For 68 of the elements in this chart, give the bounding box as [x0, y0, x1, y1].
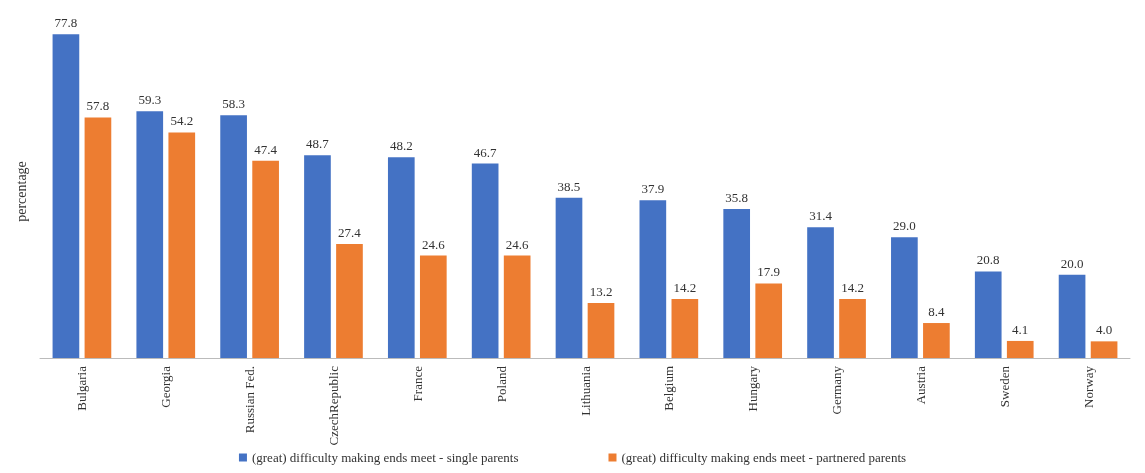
x-tick-label: Sweden [996, 365, 1012, 408]
x-tick-label: Norway [1080, 365, 1096, 408]
bar [419, 255, 447, 358]
data-label: 48.7 [306, 136, 330, 152]
bar [168, 132, 196, 358]
data-label: 13.2 [589, 284, 613, 300]
bar [1058, 274, 1086, 358]
x-tick-label: CzechRepublic [325, 365, 341, 446]
legend-label: (great) difficulty making ends meet - partnered parents [621, 450, 907, 465]
bar [923, 323, 950, 358]
legend-label: (great) difficulty making ends meet - single parents [251, 450, 519, 465]
x-tick-label: Bulgaria [74, 365, 90, 411]
data-label: 29.0 [893, 218, 916, 234]
bar [587, 303, 615, 358]
data-label: 48.2 [389, 138, 413, 154]
x-tick-label: Germany [829, 365, 845, 415]
bar [1090, 341, 1118, 358]
bar [387, 157, 415, 358]
x-tick-label: Austria [912, 365, 928, 405]
bar [503, 255, 531, 358]
bar [336, 243, 363, 358]
data-label: 14.2 [673, 279, 697, 295]
y-axis-title: percentage [13, 161, 29, 222]
x-tick-label: Lithuania [577, 365, 593, 416]
data-label: 54.2 [170, 113, 194, 129]
data-label: 31.4 [809, 208, 833, 224]
bar [84, 117, 112, 358]
data-label: 59.3 [138, 92, 162, 108]
x-tick-label: Hungary [745, 365, 761, 412]
x-tick-label: Belgium [661, 366, 677, 411]
bar [136, 111, 164, 358]
data-label: 14.2 [841, 279, 864, 295]
x-tick-label: France [409, 365, 425, 402]
data-label: 38.5 [557, 178, 581, 194]
bar [723, 208, 751, 358]
data-label: 37.9 [641, 181, 665, 197]
bar [839, 298, 866, 358]
bar [555, 197, 583, 358]
bar [891, 237, 918, 358]
data-label: 47.4 [254, 141, 278, 157]
data-label: 57.8 [86, 98, 110, 114]
bar [755, 283, 783, 358]
data-label: 58.3 [222, 96, 245, 112]
data-label: 4.1 [1012, 321, 1029, 337]
data-label: 77.8 [54, 15, 78, 31]
data-label: 20.0 [1060, 255, 1084, 271]
x-tick-label: Poland [493, 365, 509, 403]
data-label: 27.4 [338, 224, 362, 240]
data-label: 24.6 [505, 236, 530, 252]
data-label: 20.8 [976, 252, 1000, 268]
bar [471, 163, 499, 358]
data-label: 46.7 [473, 144, 498, 160]
bar [639, 200, 667, 358]
bar [252, 160, 279, 358]
bar [1006, 340, 1034, 358]
bar [974, 271, 1002, 358]
data-label: 24.6 [421, 236, 446, 252]
x-tick-label: Russian Fed. [242, 366, 258, 434]
data-label: 8.4 [928, 304, 946, 320]
bar [304, 155, 331, 358]
x-tick-label: Georgia [158, 365, 174, 408]
bar [671, 298, 699, 358]
bar [220, 115, 247, 358]
data-label: 35.8 [725, 189, 749, 205]
bar [52, 34, 80, 358]
bar [807, 227, 834, 358]
data-label: 4.0 [1095, 322, 1113, 338]
data-label: 17.9 [757, 264, 781, 280]
